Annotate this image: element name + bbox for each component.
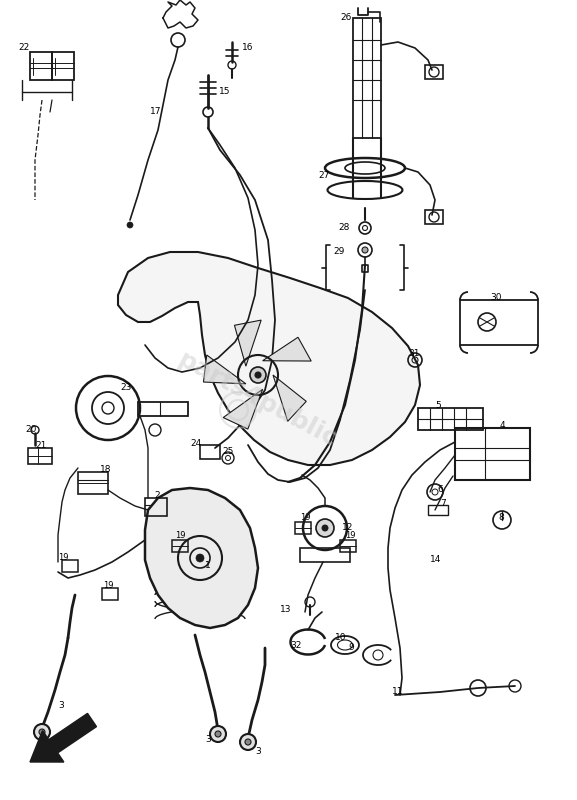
Bar: [300, 548, 350, 562]
Circle shape: [34, 724, 50, 740]
FancyArrow shape: [30, 714, 96, 762]
Text: parts4public: parts4public: [174, 348, 342, 452]
Bar: [200, 445, 220, 459]
Text: 3: 3: [255, 747, 261, 757]
Circle shape: [255, 372, 261, 378]
Bar: [455, 428, 530, 480]
Polygon shape: [204, 355, 246, 384]
Bar: [145, 498, 167, 516]
Polygon shape: [118, 252, 420, 465]
Text: 31: 31: [408, 349, 419, 358]
Text: 10: 10: [335, 634, 347, 642]
Text: 21: 21: [35, 441, 46, 450]
Circle shape: [39, 729, 45, 735]
Polygon shape: [223, 390, 263, 429]
Text: 16: 16: [242, 43, 253, 53]
Bar: [425, 65, 443, 79]
Text: 19: 19: [58, 554, 69, 562]
Text: 25: 25: [222, 447, 233, 457]
Bar: [428, 505, 448, 515]
Text: 4: 4: [500, 422, 505, 430]
Text: 32: 32: [290, 641, 301, 650]
Bar: [418, 408, 483, 430]
Polygon shape: [273, 375, 306, 422]
Text: 24: 24: [190, 438, 201, 447]
Text: 3: 3: [205, 735, 211, 745]
Text: 17: 17: [150, 107, 162, 117]
Text: 11: 11: [392, 687, 403, 697]
Text: 7: 7: [440, 498, 446, 507]
Text: 22: 22: [18, 43, 29, 53]
Text: 2: 2: [154, 490, 160, 499]
Text: 26: 26: [340, 14, 351, 22]
Polygon shape: [234, 320, 261, 366]
Text: 13: 13: [280, 606, 291, 614]
Circle shape: [316, 519, 334, 537]
Text: 5: 5: [435, 401, 441, 410]
Text: 18: 18: [100, 466, 111, 474]
Text: 15: 15: [219, 87, 230, 97]
Text: 27: 27: [318, 170, 329, 179]
Polygon shape: [263, 338, 311, 361]
Text: 19: 19: [300, 514, 310, 522]
Bar: [460, 300, 538, 345]
Bar: [102, 588, 118, 600]
Text: 29: 29: [333, 247, 344, 257]
Bar: [78, 472, 108, 494]
Circle shape: [127, 222, 133, 228]
Text: 19: 19: [103, 581, 114, 590]
Bar: [353, 18, 381, 138]
Bar: [28, 448, 52, 464]
Circle shape: [322, 525, 328, 531]
Circle shape: [362, 247, 368, 253]
Bar: [138, 402, 188, 416]
Text: 9: 9: [348, 643, 354, 653]
Text: 8: 8: [498, 514, 504, 522]
Text: 23: 23: [120, 383, 132, 393]
Bar: [62, 560, 78, 572]
Circle shape: [250, 367, 266, 383]
Circle shape: [196, 554, 204, 562]
Text: 19: 19: [345, 531, 355, 541]
Text: 28: 28: [338, 223, 350, 233]
Bar: [295, 522, 311, 534]
Circle shape: [210, 726, 226, 742]
Text: 3: 3: [58, 701, 63, 710]
Bar: [172, 540, 188, 552]
Text: 12: 12: [342, 522, 353, 531]
Text: 30: 30: [490, 293, 501, 302]
Text: 14: 14: [430, 555, 441, 565]
Text: 19: 19: [175, 531, 185, 541]
Circle shape: [245, 739, 251, 745]
Bar: [30, 52, 52, 80]
Polygon shape: [145, 488, 258, 628]
Polygon shape: [163, 0, 198, 28]
Text: 1: 1: [205, 561, 211, 570]
Bar: [52, 52, 74, 80]
Bar: [425, 210, 443, 224]
Circle shape: [215, 731, 221, 737]
Bar: [340, 540, 356, 552]
Text: 6: 6: [437, 486, 443, 494]
Text: 20: 20: [25, 426, 36, 434]
Circle shape: [240, 734, 256, 750]
